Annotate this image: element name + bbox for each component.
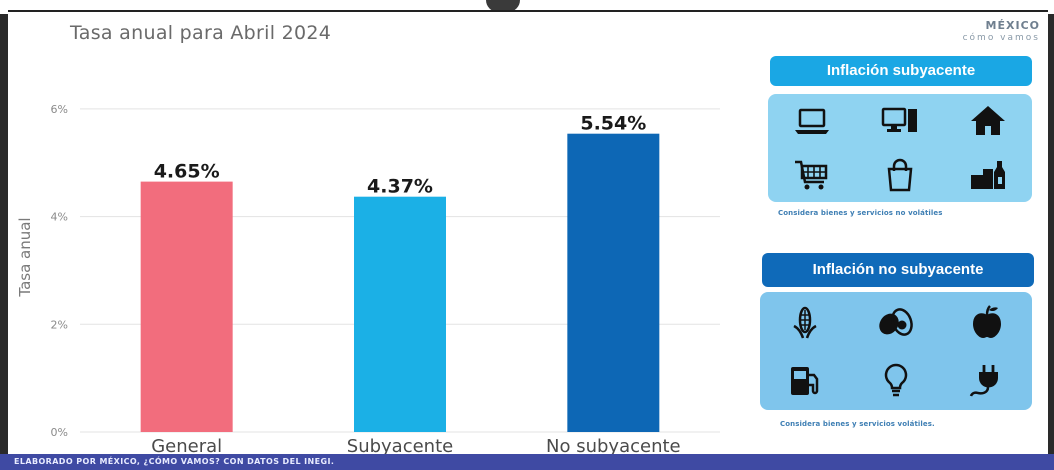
data-label: 5.54% [580,113,646,135]
avocado-icon [879,307,913,336]
apple-icon [972,304,1001,338]
data-label: 4.65% [154,161,220,183]
corn-icon [793,306,817,338]
bar [140,181,233,432]
brand-line-1: MÉXICO [985,19,1040,32]
light-bulb-icon [884,363,908,396]
data-label: 4.37% [367,176,433,198]
bar [354,196,446,432]
y-tick-label: 4% [51,211,68,224]
x-tick-label: General [151,436,222,457]
house-icon [971,106,1005,135]
y-axis-label: Tasa anual [16,217,34,297]
x-tick-label: Subyacente [347,436,453,457]
electric-plug-icon [969,364,998,397]
bar-chart: 0% 2% 4% 6% Tasa anual 4.65% General 4.37% Subya… [16,103,720,457]
brand-line-2: cómo vamos [962,33,1040,43]
noncore-inflation-title: Inflación no subyacente [762,253,1034,287]
footer-bar: ELABORADO POR MÉXICO, ¿CÓMO VAMOS? CON D… [0,454,1054,470]
chart-title: Tasa anual para Abril 2024 [70,22,332,44]
footer-credit: ELABORADO POR MÉXICO, ¿CÓMO VAMOS? CON D… [14,457,335,466]
fuel-pump-icon [791,366,819,395]
brand-logo: MÉXICO cómo vamos [963,20,1040,44]
x-tick-label: No subyacente [546,436,681,457]
core-inflation-title: Inflación subyacente [770,56,1032,86]
y-tick-label: 0% [51,426,68,439]
laptop-icon [795,108,829,134]
y-tick-label: 2% [51,318,68,331]
desktop-computer-icon [881,107,917,132]
core-inflation-note: Considera bienes y servicios no volátile… [778,209,943,217]
shopping-bag-icon [887,158,913,192]
groceries-icon [971,161,1005,189]
noncore-inflation-icons [760,292,1032,410]
shopping-cart-icon [795,160,828,190]
core-inflation-icons [768,94,1032,202]
top-tab-decoration [486,0,520,12]
bar [567,133,660,432]
infographic-card: Tasa anual para Abril 2024 MÉXICO cómo v… [8,10,1048,457]
y-tick-label: 6% [51,103,68,116]
noncore-inflation-note: Considera bienes y servicios volátiles. [780,420,935,428]
